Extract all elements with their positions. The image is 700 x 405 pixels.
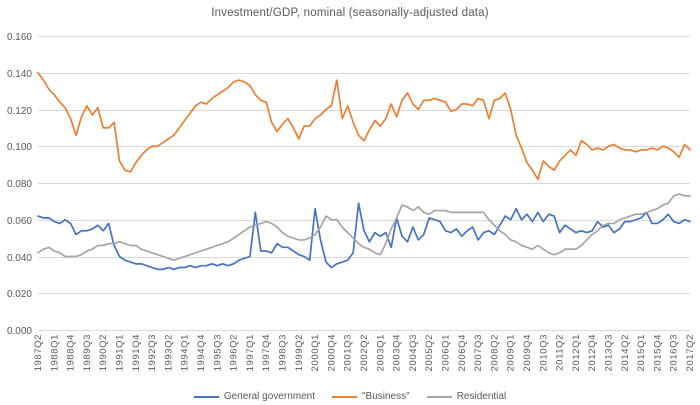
x-axis-tick-label: 1995Q3 bbox=[212, 334, 223, 371]
x-axis-tick-label: 2002Q2 bbox=[359, 334, 370, 371]
legend-line-swatch bbox=[193, 395, 219, 398]
x-axis-tick-label: 2007Q3 bbox=[473, 334, 484, 371]
legend-item-residential[interactable]: Residential bbox=[426, 391, 507, 402]
x-axis-tick-label: 1994Q4 bbox=[196, 334, 207, 371]
x-axis-tick-label: 2009Q1 bbox=[506, 334, 517, 371]
y-axis-tick-label: 0.080 bbox=[7, 179, 32, 190]
x-axis-tick-label: 2015Q1 bbox=[636, 334, 647, 371]
y-axis-tick-label: 0.040 bbox=[7, 253, 32, 264]
x-axis-tick-label: 1996Q2 bbox=[229, 334, 240, 371]
y-axis-tick-label: 0.060 bbox=[7, 216, 32, 227]
legend-line-swatch bbox=[332, 395, 357, 398]
x-axis-tick-label: 2016Q3 bbox=[669, 334, 680, 371]
x-axis-tick-label: 1997Q1 bbox=[245, 334, 256, 371]
x-axis-tick-label: 2003Q1 bbox=[375, 334, 386, 371]
x-axis-tick-label: 1999Q2 bbox=[294, 334, 305, 371]
x-axis-tick-label: 1988Q1 bbox=[49, 334, 60, 371]
y-axis-tick-label: 0.020 bbox=[7, 289, 32, 300]
legend-item--business-[interactable]: "Business" bbox=[332, 391, 410, 402]
x-axis-tick-label: 1991Q1 bbox=[115, 334, 126, 371]
x-axis-tick-label: 2009Q4 bbox=[522, 334, 533, 371]
x-axis-tick-label: 2006Q4 bbox=[457, 334, 468, 371]
x-axis-tick-label: 2012Q4 bbox=[587, 334, 598, 371]
x-axis-tick-label: 2015Q4 bbox=[652, 334, 663, 371]
legend-label: "Business" bbox=[362, 391, 410, 402]
legend-item-general-government[interactable]: General government bbox=[193, 391, 315, 402]
x-axis-tick-label: 1989Q3 bbox=[82, 334, 93, 371]
legend-label: General government bbox=[223, 391, 315, 402]
x-axis-tick-label: 2003Q4 bbox=[392, 334, 403, 371]
series-line--business-[interactable] bbox=[37, 71, 691, 181]
x-axis-tick-label: 1990Q2 bbox=[98, 334, 109, 371]
x-axis-tick-label: 2010Q3 bbox=[538, 334, 549, 371]
x-axis-tick-label: 2000Q4 bbox=[326, 334, 337, 371]
legend-label: Residential bbox=[456, 391, 507, 402]
x-axis-tick-label: 1988Q4 bbox=[66, 334, 77, 371]
y-axis-tick-label: 0.160 bbox=[7, 32, 32, 43]
x-axis-tick-label: 2005Q2 bbox=[424, 334, 435, 371]
y-axis-tick-label: 0.100 bbox=[7, 142, 32, 153]
x-axis-tick-label: 1991Q4 bbox=[131, 334, 142, 371]
chart-legend: General government "Business" Residential bbox=[0, 391, 700, 402]
x-axis-tick-label: 2013Q3 bbox=[604, 334, 615, 371]
x-axis-tick-label: 2004Q3 bbox=[408, 334, 419, 371]
x-axis-tick-label: 2006Q1 bbox=[441, 334, 452, 371]
x-axis-tick-label: 1998Q3 bbox=[278, 334, 289, 371]
x-axis-tick-label: 2000Q1 bbox=[310, 334, 321, 371]
series-line-residential[interactable] bbox=[37, 193, 691, 262]
x-axis-tick-label: 2008Q2 bbox=[489, 334, 500, 371]
x-axis-tick-label: 1992Q3 bbox=[147, 334, 158, 371]
x-axis-tick-label: 1994Q1 bbox=[180, 334, 191, 371]
x-axis-tick-label: 1997Q4 bbox=[261, 334, 272, 371]
x-axis-tick-label: 2014Q2 bbox=[620, 334, 631, 371]
x-axis-tick-label: 2012Q1 bbox=[571, 334, 582, 371]
x-axis-tick-label: 1987Q2 bbox=[33, 334, 44, 371]
x-axis-tick-label: 2011Q2 bbox=[555, 334, 566, 371]
y-axis-tick-label: 0.140 bbox=[7, 69, 32, 80]
x-axis-tick-label: 2017Q2 bbox=[685, 334, 696, 371]
x-axis-tick-label: 2001Q3 bbox=[343, 334, 354, 371]
x-axis-tick-label: 1993Q2 bbox=[163, 334, 174, 371]
chart-title: Investment/GDP, nominal (seasonally-adju… bbox=[211, 7, 489, 19]
y-axis-tick-label: 0.000 bbox=[7, 326, 32, 337]
y-axis-tick-label: 0.120 bbox=[7, 106, 32, 117]
legend-line-swatch bbox=[426, 395, 452, 398]
series-line-general-government[interactable] bbox=[37, 202, 691, 271]
